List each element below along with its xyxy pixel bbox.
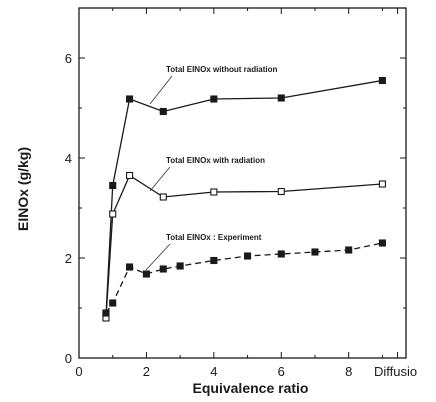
data-point [109, 299, 117, 307]
data-point [244, 252, 252, 260]
data-point [126, 263, 134, 271]
y-tick-label: 2 [65, 251, 72, 266]
annotation-leader [145, 243, 171, 271]
series-2 [102, 239, 386, 317]
series-1 [102, 171, 386, 322]
series-layer [102, 76, 386, 322]
data-point [159, 193, 167, 201]
plot-frame [78, 7, 407, 359]
series-line [105, 174, 383, 319]
data-point [142, 270, 150, 278]
data-point [210, 188, 218, 196]
data-point [311, 248, 319, 256]
data-point [126, 171, 134, 180]
annotation-leader [149, 75, 173, 105]
x-tick-label: 4 [210, 364, 217, 379]
data-point [109, 181, 117, 190]
data-point [176, 262, 184, 270]
data-point [210, 256, 218, 265]
annotation-label: Total EINOx with radiation [166, 156, 265, 165]
x-tick-label: Diffusio [374, 364, 417, 379]
data-point [109, 210, 117, 218]
data-point [378, 76, 386, 85]
data-point [126, 95, 134, 103]
x-tick-label: 8 [345, 364, 352, 379]
annotations: Total EINOx without radiation Total EINOx… [145, 65, 278, 271]
x-tick-label: 0 [75, 364, 82, 379]
data-point [378, 239, 386, 247]
annotation-leader [149, 166, 171, 192]
y-tick-label: 6 [65, 51, 72, 66]
x-axis-title: Equivalence ratio [193, 380, 309, 396]
data-point [210, 95, 218, 103]
data-point [277, 94, 285, 102]
y-tick-label: 0 [65, 351, 72, 366]
series-line [105, 79, 383, 316]
series-line [105, 242, 383, 314]
axes: 0 2 4 6 8 Diffusio 0 2 4 6 [65, 7, 417, 379]
x-tick-label: 6 [278, 364, 285, 379]
data-point [277, 250, 285, 258]
data-point [102, 309, 110, 317]
x-tick-label: 2 [143, 364, 150, 379]
data-point [159, 265, 167, 273]
data-point [277, 187, 285, 196]
data-point [378, 180, 386, 188]
y-tick-label: 4 [65, 151, 72, 166]
data-point [159, 107, 167, 116]
annotation-label: Total EINOx : Experiment [166, 233, 262, 242]
data-point [345, 246, 353, 254]
y-axis-title: EINOx (g/kg) [15, 147, 31, 231]
annotation-label: Total EINOx without radiation [166, 65, 278, 74]
series-0 [102, 76, 386, 320]
